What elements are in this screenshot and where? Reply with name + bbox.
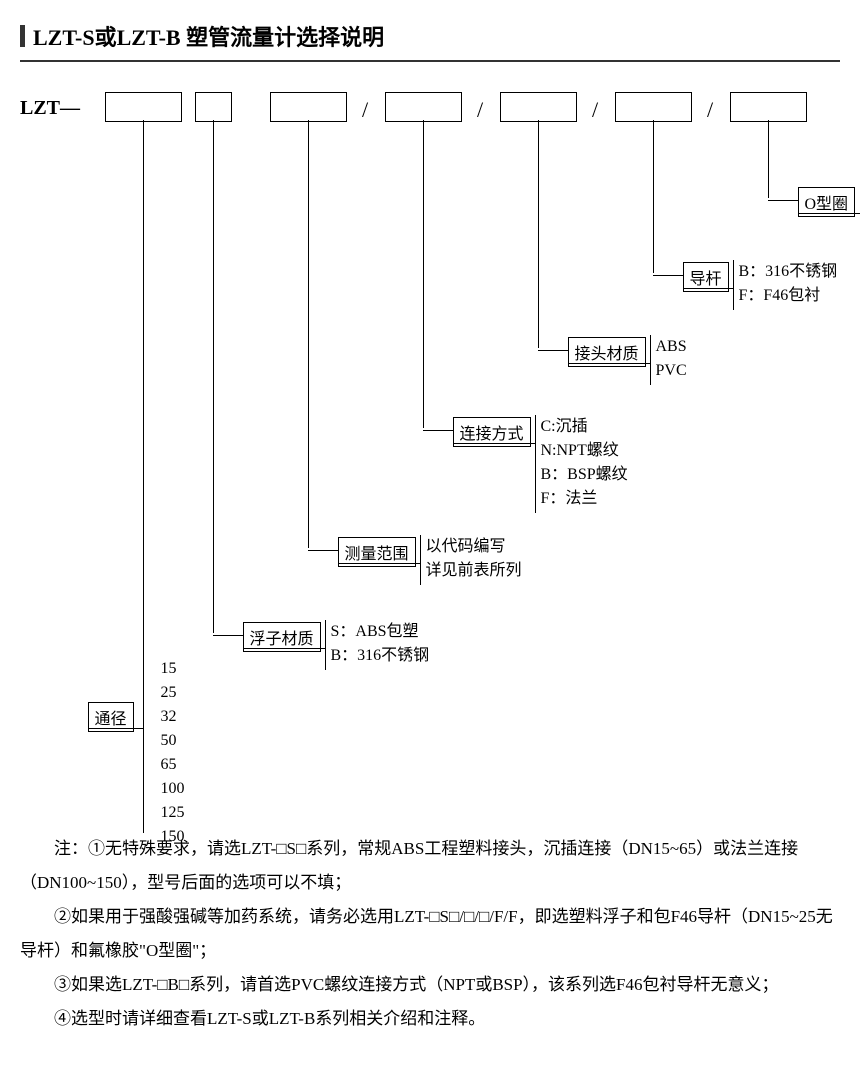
options-f5: ABSPVC bbox=[656, 335, 687, 383]
selection-diagram: LZT— ////通径1525325065100125150浮子材质S：ABS包… bbox=[20, 82, 840, 822]
model-prefix: LZT— bbox=[20, 97, 80, 120]
vline-f5 bbox=[538, 120, 539, 348]
hline-f3 bbox=[308, 550, 338, 551]
code-box-b4 bbox=[385, 92, 462, 122]
slash-1: / bbox=[362, 97, 368, 123]
note-2: ②如果用于强酸强碱等加药系统，请务必选用LZT-□S□/□/□/F/F，即选塑料… bbox=[20, 900, 840, 968]
title-marker bbox=[20, 25, 25, 47]
code-box-b5 bbox=[500, 92, 577, 122]
code-box-b3 bbox=[270, 92, 347, 122]
vline-f3 bbox=[308, 120, 309, 548]
under-f3 bbox=[338, 563, 420, 564]
options-f3: 以代码编写详见前表所列 bbox=[426, 535, 522, 583]
slash-3: / bbox=[592, 97, 598, 123]
notes-heading: 注： bbox=[54, 839, 88, 858]
under-f4 bbox=[453, 443, 535, 444]
under-f6 bbox=[683, 288, 733, 289]
hline-f4 bbox=[423, 430, 453, 431]
options-f1: 1525325065100125150 bbox=[161, 657, 185, 849]
vline-f7 bbox=[768, 120, 769, 198]
options-f4: C:沉插N:NPT螺纹B：BSP螺纹F：法兰 bbox=[541, 415, 628, 511]
vline-f2 bbox=[213, 120, 214, 633]
vline-f4 bbox=[423, 120, 424, 428]
hline-f5 bbox=[538, 350, 568, 351]
code-box-b6 bbox=[615, 92, 692, 122]
sep-f4 bbox=[535, 415, 536, 513]
vline-f6 bbox=[653, 120, 654, 273]
code-box-b1 bbox=[105, 92, 182, 122]
note-3: ③如果选LZT-□B□系列，请首选PVC螺纹连接方式（NPT或BSP），该系列选… bbox=[20, 968, 840, 1002]
under-f5 bbox=[568, 363, 650, 364]
under-f2 bbox=[243, 648, 325, 649]
sep-f3 bbox=[420, 535, 421, 585]
hline-f1-under bbox=[88, 728, 143, 729]
page-title: LZT-S或LZT-B 塑管流量计选择说明 bbox=[33, 20, 384, 52]
note-1: 注：①无特殊要求，请选LZT-□S□系列，常规ABS工程塑料接头，沉插连接（DN… bbox=[20, 832, 840, 900]
notes-section: 注：①无特殊要求，请选LZT-□S□系列，常规ABS工程塑料接头，沉插连接（DN… bbox=[20, 832, 840, 1036]
sep-f2 bbox=[325, 620, 326, 670]
code-box-b2 bbox=[195, 92, 232, 122]
hline-f2 bbox=[213, 635, 243, 636]
slash-2: / bbox=[477, 97, 483, 123]
note-4: ④选型时请详细查看LZT-S或LZT-B系列相关介绍和注释。 bbox=[20, 1002, 840, 1036]
slash-4: / bbox=[707, 97, 713, 123]
sep-f5 bbox=[650, 335, 651, 385]
hline-f7 bbox=[768, 200, 798, 201]
title-bar: LZT-S或LZT-B 塑管流量计选择说明 bbox=[20, 20, 840, 52]
vline-f1 bbox=[143, 120, 144, 833]
sep-f6 bbox=[733, 260, 734, 310]
options-f2: S：ABS包塑B：316不锈钢 bbox=[331, 620, 430, 668]
hline-f6 bbox=[653, 275, 683, 276]
under-f7 bbox=[798, 213, 860, 214]
note-text-1: ①无特殊要求，请选LZT-□S□系列，常规ABS工程塑料接头，沉插连接（DN15… bbox=[20, 839, 798, 892]
title-underline bbox=[20, 60, 840, 62]
code-box-b7 bbox=[730, 92, 807, 122]
options-f6: B：316不锈钢F：F46包衬 bbox=[739, 260, 838, 308]
